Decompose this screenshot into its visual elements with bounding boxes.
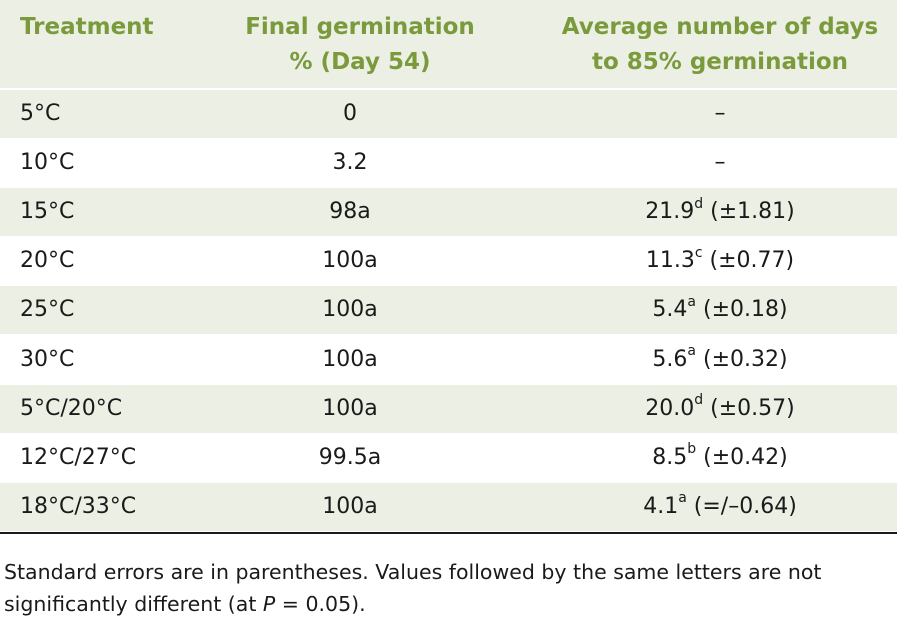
table-row: 5°C 0 –: [0, 90, 897, 138]
table-row: 5°C/20°C 100a 20.0d (±0.57): [0, 384, 897, 433]
average-days-value: 11.3: [645, 248, 695, 274]
standard-error: (=/–0.64): [686, 493, 797, 519]
standard-error: (±0.32): [696, 346, 788, 372]
cell-final-germination: 98a: [329, 199, 371, 225]
standard-error: (±1.81): [703, 199, 795, 225]
cell-final-germination: 3.2: [332, 150, 368, 176]
cell-final-germination: 100a: [322, 493, 378, 519]
average-days-value: 4.1: [643, 493, 679, 519]
cell-final-germination: 99.5a: [318, 444, 382, 470]
table-header: Treatment Final germination % (Day 54) A…: [0, 0, 897, 88]
table-bottom-rule: [0, 532, 897, 534]
average-days-value: 8.5: [652, 444, 688, 470]
average-days-value: 21.9: [645, 199, 695, 225]
germination-table: Treatment Final germination % (Day 54) A…: [0, 0, 897, 531]
table-row: 15°C 98a 21.9d (±1.81): [0, 188, 897, 237]
cell-average-days: 11.3c (±0.77): [560, 237, 880, 285]
significance-letter: a: [678, 490, 687, 507]
significance-letter: d: [694, 392, 704, 409]
standard-error: (±0.77): [702, 248, 795, 274]
significance-letter: d: [694, 195, 704, 212]
table-row: 18°C/33°C 100a 4.1a (=/–0.64): [0, 482, 897, 531]
cell-average-days: 21.9d (±1.81): [560, 188, 880, 236]
cell-average-days: 4.1a (=/–0.64): [560, 483, 880, 531]
cell-final-germination: 100a: [322, 395, 378, 421]
standard-error: (±0.42): [696, 444, 788, 470]
table-row: 10°C 3.2 –: [0, 139, 897, 187]
table-row: 20°C 100a 11.3c (±0.77): [0, 237, 897, 285]
cell-average-days: 8.5b (±0.42): [560, 434, 880, 482]
standard-error: (±0.18): [696, 297, 788, 323]
significance-letter: a: [687, 294, 696, 311]
header-final-germination: Final germination % (Day 54): [245, 14, 475, 75]
significance-letter: a: [687, 343, 696, 360]
cell-treatment: 25°C: [20, 297, 75, 323]
significance-letter: c: [694, 244, 703, 261]
cell-treatment: 10°C: [20, 150, 75, 176]
cell-final-germination: 100a: [322, 346, 378, 372]
cell-final-germination: 100a: [322, 297, 378, 323]
cell-treatment: 12°C/27°C: [20, 444, 137, 470]
cell-treatment: 30°C: [20, 346, 75, 372]
cell-final-germination: 100a: [322, 248, 378, 274]
average-days-value: –: [714, 101, 726, 126]
header-average-days: Average number of days to 85% germinatio…: [561, 14, 879, 75]
cell-average-days: –: [560, 90, 880, 138]
average-days-value: 5.6: [652, 346, 688, 372]
cell-average-days: –: [560, 139, 880, 187]
average-days-value: –: [714, 150, 726, 176]
cell-average-days: 5.4a (±0.18): [560, 286, 880, 334]
table-row: 12°C/27°C 99.5a 8.5b (±0.42): [0, 434, 897, 482]
table-row: 25°C 100a 5.4a (±0.18): [0, 286, 897, 335]
cell-treatment: 5°C/20°C: [20, 395, 123, 421]
table-footnote: Standard errors are in parentheses. Valu…: [4, 560, 822, 616]
average-days-value: 20.0: [645, 395, 695, 421]
cell-average-days: 20.0d (±0.57): [560, 385, 880, 433]
average-days-value: 5.4: [652, 297, 688, 323]
cell-treatment: 15°C: [20, 199, 75, 225]
cell-final-germination: 0: [343, 101, 357, 126]
header-treatment: Treatment: [20, 14, 154, 40]
cell-average-days: 5.6a (±0.32): [560, 336, 880, 384]
table-row: 30°C 100a 5.6a (±0.32): [0, 336, 897, 384]
significance-letter: b: [687, 441, 697, 458]
cell-treatment: 18°C/33°C: [20, 493, 137, 519]
cell-treatment: 5°C: [20, 101, 61, 126]
cell-treatment: 20°C: [20, 248, 75, 274]
standard-error: (±0.57): [703, 395, 795, 421]
